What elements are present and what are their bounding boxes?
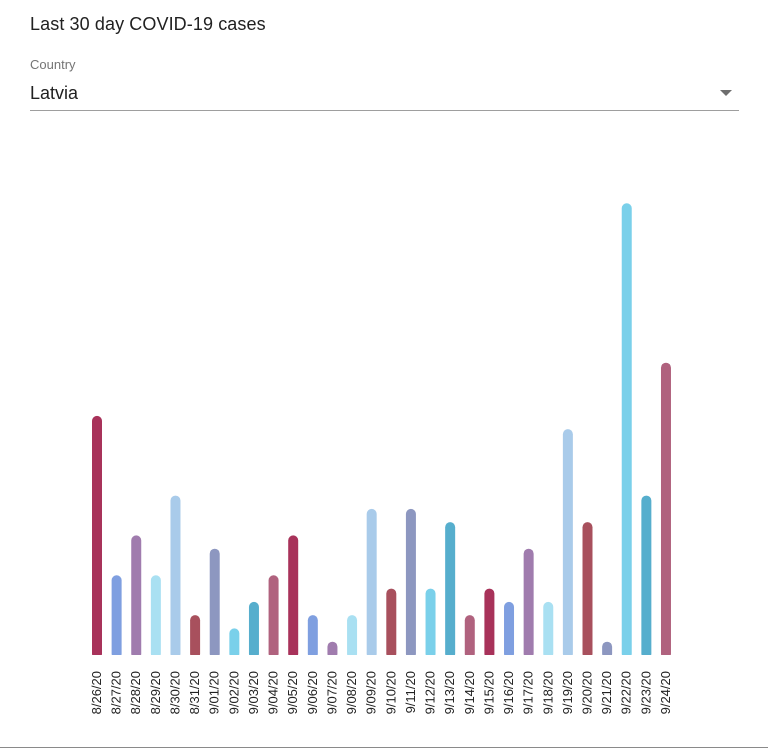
x-tick-label: 9/22/20 bbox=[619, 671, 634, 714]
x-tick-label: 8/31/20 bbox=[187, 671, 202, 714]
bar-8-28-20[interactable] bbox=[131, 535, 142, 659]
x-tick-label: 9/24/20 bbox=[658, 671, 673, 714]
bar-9-05-20[interactable] bbox=[288, 535, 299, 659]
x-tick-label: 9/18/20 bbox=[540, 671, 555, 714]
x-tick-label: 8/30/20 bbox=[167, 671, 182, 714]
x-tick-label: 9/04/20 bbox=[266, 671, 281, 714]
country-select-label: Country bbox=[30, 57, 76, 72]
bar-9-03-20[interactable] bbox=[248, 601, 259, 659]
x-tick-label: 9/17/20 bbox=[521, 671, 536, 714]
x-tick-label: 9/23/20 bbox=[638, 671, 653, 714]
bar-9-02-20[interactable] bbox=[229, 628, 240, 659]
country-select-value[interactable]: Latvia bbox=[30, 83, 79, 103]
x-tick-label: 8/26/20 bbox=[89, 671, 104, 714]
bar-9-15-20[interactable] bbox=[484, 588, 495, 659]
x-tick-label: 9/12/20 bbox=[423, 671, 438, 714]
x-tick-label: 9/10/20 bbox=[383, 671, 398, 714]
bar-9-21-20[interactable] bbox=[602, 641, 613, 659]
bar-9-18-20[interactable] bbox=[543, 601, 554, 659]
bar-9-10-20[interactable] bbox=[386, 588, 397, 659]
x-tick-label: 9/15/20 bbox=[481, 671, 496, 714]
x-tick-label: 9/05/20 bbox=[285, 671, 300, 714]
x-tick-label: 9/16/20 bbox=[501, 671, 516, 714]
select-underline bbox=[30, 110, 739, 111]
bar-8-27-20[interactable] bbox=[111, 575, 122, 659]
bar-9-23-20[interactable] bbox=[641, 495, 652, 659]
x-tick-label: 9/08/20 bbox=[344, 671, 359, 714]
x-tick-label: 9/19/20 bbox=[560, 671, 575, 714]
x-tick-label: 9/14/20 bbox=[462, 671, 477, 714]
baseline-mask bbox=[80, 655, 700, 663]
x-tick-label: 9/03/20 bbox=[246, 671, 261, 714]
bar-9-08-20[interactable] bbox=[347, 615, 358, 659]
bar-9-01-20[interactable] bbox=[209, 548, 220, 659]
x-tick-label: 9/11/20 bbox=[403, 671, 418, 713]
bar-9-13-20[interactable] bbox=[445, 522, 456, 659]
x-tick-label: 9/13/20 bbox=[442, 671, 457, 714]
x-tick-label: 9/02/20 bbox=[226, 671, 241, 714]
x-tick-label: 9/06/20 bbox=[305, 671, 320, 714]
bar-9-24-20[interactable] bbox=[660, 362, 671, 659]
dropdown-arrow-icon[interactable] bbox=[720, 90, 732, 96]
x-tick-label: 8/29/20 bbox=[148, 671, 163, 714]
bar-9-09-20[interactable] bbox=[366, 508, 377, 659]
country-select[interactable]: Country Latvia bbox=[30, 55, 739, 111]
bar-8-26-20[interactable] bbox=[92, 415, 102, 659]
bar-9-11-20[interactable] bbox=[405, 508, 416, 659]
x-tick-label: 8/27/20 bbox=[109, 671, 124, 714]
bar-9-07-20[interactable] bbox=[327, 641, 338, 659]
bar-9-19-20[interactable] bbox=[562, 429, 573, 659]
card-bottom-divider bbox=[0, 747, 768, 748]
bar-9-12-20[interactable] bbox=[425, 588, 436, 659]
bar-8-30-20[interactable] bbox=[170, 495, 181, 659]
bar-9-06-20[interactable] bbox=[307, 615, 318, 659]
x-tick-label: 9/21/20 bbox=[599, 671, 614, 714]
x-tick-label: 9/09/20 bbox=[364, 671, 379, 714]
x-tick-label: 9/20/20 bbox=[580, 671, 595, 714]
x-tick-label: 9/07/20 bbox=[324, 671, 339, 714]
bar-9-17-20[interactable] bbox=[523, 548, 534, 659]
bar-9-22-20[interactable] bbox=[621, 203, 632, 660]
bar-9-16-20[interactable] bbox=[504, 601, 515, 659]
bar-8-31-20[interactable] bbox=[190, 615, 201, 659]
bar-8-29-20[interactable] bbox=[150, 575, 161, 659]
card-title: Last 30 day COVID-19 cases bbox=[30, 14, 266, 34]
bar-9-20-20[interactable] bbox=[582, 522, 593, 659]
bar-9-14-20[interactable] bbox=[464, 615, 475, 659]
bar-9-04-20[interactable] bbox=[268, 575, 279, 659]
x-tick-label: 8/28/20 bbox=[128, 671, 143, 714]
x-tick-label: 9/01/20 bbox=[207, 671, 222, 714]
